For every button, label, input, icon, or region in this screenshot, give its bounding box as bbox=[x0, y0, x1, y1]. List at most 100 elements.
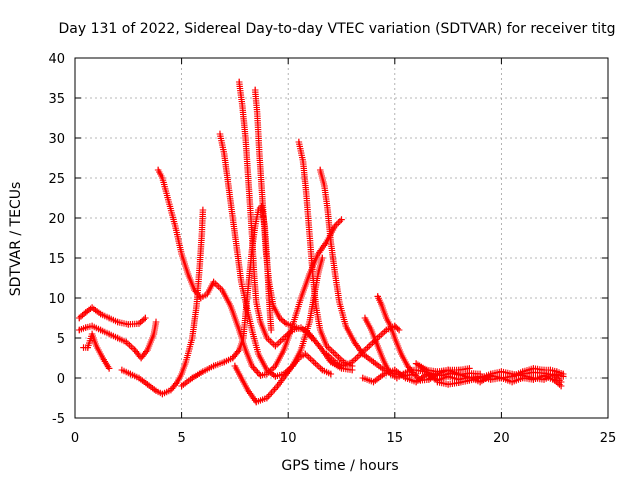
data-point bbox=[199, 206, 207, 214]
data-point bbox=[312, 302, 320, 310]
data-point bbox=[327, 238, 335, 246]
data-point bbox=[210, 278, 217, 286]
x-tick-label: 5 bbox=[177, 431, 185, 446]
data-point bbox=[455, 379, 462, 386]
plot-frame bbox=[74, 57, 609, 419]
data-point bbox=[97, 310, 104, 318]
data-point bbox=[245, 278, 252, 286]
data-point bbox=[97, 326, 104, 334]
y-tick-label: 0 bbox=[57, 372, 65, 387]
data-point bbox=[319, 366, 326, 374]
data-point bbox=[444, 381, 452, 388]
data-series-track-11 bbox=[295, 138, 356, 370]
data-point bbox=[374, 342, 381, 350]
data-point bbox=[159, 174, 166, 182]
data-point bbox=[297, 346, 305, 354]
data-point bbox=[553, 368, 561, 375]
data-point bbox=[280, 334, 288, 342]
data-point bbox=[380, 358, 388, 366]
data-point bbox=[316, 326, 324, 334]
data-point bbox=[547, 366, 554, 374]
data-point bbox=[88, 322, 96, 330]
x-axis-label: GPS time / hours bbox=[281, 458, 398, 474]
data-point bbox=[255, 350, 262, 358]
data-point bbox=[233, 246, 241, 254]
data-point bbox=[331, 350, 339, 358]
data-point bbox=[216, 130, 224, 138]
data-point bbox=[395, 326, 403, 334]
data-point bbox=[434, 368, 441, 375]
data-point bbox=[410, 370, 418, 378]
data-point bbox=[238, 374, 245, 382]
data-point bbox=[240, 334, 247, 342]
data-point bbox=[254, 110, 261, 118]
data-point bbox=[498, 368, 505, 375]
data-series-track-1 bbox=[76, 304, 149, 328]
data-point bbox=[210, 362, 217, 370]
data-point bbox=[487, 376, 494, 383]
data-point bbox=[189, 374, 196, 382]
data-point bbox=[370, 378, 377, 386]
data-point bbox=[397, 350, 405, 358]
data-point bbox=[178, 382, 185, 390]
data-point bbox=[340, 362, 347, 370]
data-point bbox=[260, 214, 267, 222]
data-point bbox=[342, 322, 349, 330]
data-layer bbox=[76, 78, 567, 406]
data-point bbox=[295, 138, 303, 146]
data-point bbox=[508, 378, 516, 386]
data-point bbox=[244, 166, 251, 174]
data-series-track-9 bbox=[251, 86, 315, 342]
y-tick-label: 10 bbox=[48, 292, 65, 307]
data-point bbox=[196, 262, 203, 270]
data-series-track-10 bbox=[231, 350, 335, 406]
data-point bbox=[251, 86, 259, 94]
data-point bbox=[272, 362, 279, 370]
data-point bbox=[351, 338, 358, 346]
data-point bbox=[125, 321, 132, 328]
data-point bbox=[167, 386, 175, 394]
data-point bbox=[323, 350, 330, 358]
data-point bbox=[282, 320, 290, 327]
data-point bbox=[189, 334, 196, 342]
y-tick-label: 20 bbox=[48, 212, 65, 227]
axis-layer: 0 5 10 15 20 25 -5 0 5 10 15 20 25 30 35 40 bbox=[48, 52, 616, 446]
data-series-track-4 bbox=[118, 206, 207, 398]
data-point bbox=[135, 320, 143, 327]
data-point bbox=[361, 314, 369, 322]
data-point bbox=[135, 374, 143, 382]
data-series-track-2 bbox=[76, 318, 160, 362]
data-point bbox=[310, 358, 317, 366]
data-point bbox=[302, 326, 309, 334]
data-point bbox=[199, 368, 207, 375]
data-point bbox=[258, 182, 265, 190]
data-point bbox=[235, 326, 243, 334]
data-point bbox=[551, 377, 558, 384]
data-point bbox=[306, 318, 313, 326]
data-point bbox=[93, 342, 100, 350]
data-point bbox=[370, 358, 377, 366]
data-point bbox=[178, 370, 185, 378]
data-point bbox=[530, 374, 537, 382]
data-point bbox=[248, 326, 256, 334]
data-point bbox=[114, 334, 121, 342]
data-point bbox=[221, 150, 228, 158]
data-point bbox=[235, 346, 243, 354]
data-point bbox=[476, 374, 484, 382]
data-point bbox=[84, 344, 91, 351]
data-point bbox=[557, 382, 565, 390]
data-point bbox=[172, 222, 179, 230]
data-point bbox=[253, 398, 260, 406]
data-point bbox=[404, 362, 411, 370]
data-point bbox=[244, 386, 251, 394]
data-point bbox=[402, 374, 409, 382]
chart-title: Day 131 of 2022, Sidereal Day-to-day VTE… bbox=[59, 21, 616, 37]
data-point bbox=[193, 302, 200, 310]
data-point bbox=[229, 354, 236, 362]
data-point bbox=[519, 368, 526, 375]
data-point bbox=[466, 365, 473, 372]
data-point bbox=[231, 362, 239, 370]
data-point bbox=[309, 270, 316, 278]
data-point bbox=[262, 246, 270, 254]
